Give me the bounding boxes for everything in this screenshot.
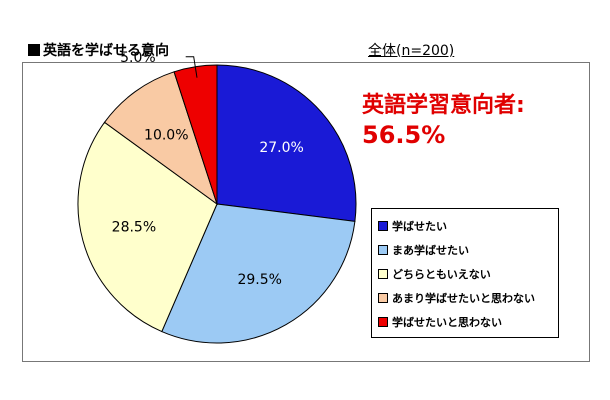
slice-label: 28.5% [112, 220, 156, 236]
slice-label: 29.5% [237, 272, 281, 288]
slice-4 [103, 71, 218, 206]
legend-label: まあ学ばせたい [392, 244, 469, 257]
slice-label: 10.0% [144, 127, 188, 143]
slice-2 [161, 203, 356, 344]
legend-label: 学ばせたい [392, 220, 447, 233]
sample-size-label: 全体(n=200) [368, 43, 455, 59]
legend-swatch [378, 221, 388, 231]
chart-frame [22, 62, 590, 362]
slice-label: 27.0% [259, 140, 303, 156]
headline: 英語学習意向者: 56.5% [362, 92, 525, 150]
title-square-icon [28, 44, 40, 56]
legend-label: どちらともいえない [392, 268, 491, 281]
leader-line [185, 56, 198, 78]
legend-swatch [378, 293, 388, 303]
legend-item: 学ばせたいと思わない [372, 310, 558, 334]
slice-label: 5.0% [120, 50, 156, 66]
slice-1 [216, 64, 357, 222]
chart-title: 英語を学ばせる意向 [28, 40, 169, 60]
headline-label: 英語学習意向者: [362, 93, 525, 118]
legend-item: 学ばせたい [372, 214, 558, 238]
legend-label: あまり学ばせたいと思わない [392, 292, 535, 305]
legend-item: まあ学ばせたい [372, 238, 558, 262]
legend: 学ばせたい まあ学ばせたい どちらともいえない あまり学ばせたいと思わない 学ば… [371, 208, 559, 338]
legend-item: どちらともいえない [372, 262, 558, 286]
legend-swatch [378, 317, 388, 327]
chart-title-text: 英語を学ばせる意向 [43, 43, 169, 59]
headline-value: 56.5% [362, 121, 446, 149]
slice-3 [77, 121, 218, 333]
legend-label: 学ばせたいと思わない [392, 316, 502, 329]
legend-swatch [378, 269, 388, 279]
legend-swatch [378, 245, 388, 255]
legend-item: あまり学ばせたいと思わない [372, 286, 558, 310]
